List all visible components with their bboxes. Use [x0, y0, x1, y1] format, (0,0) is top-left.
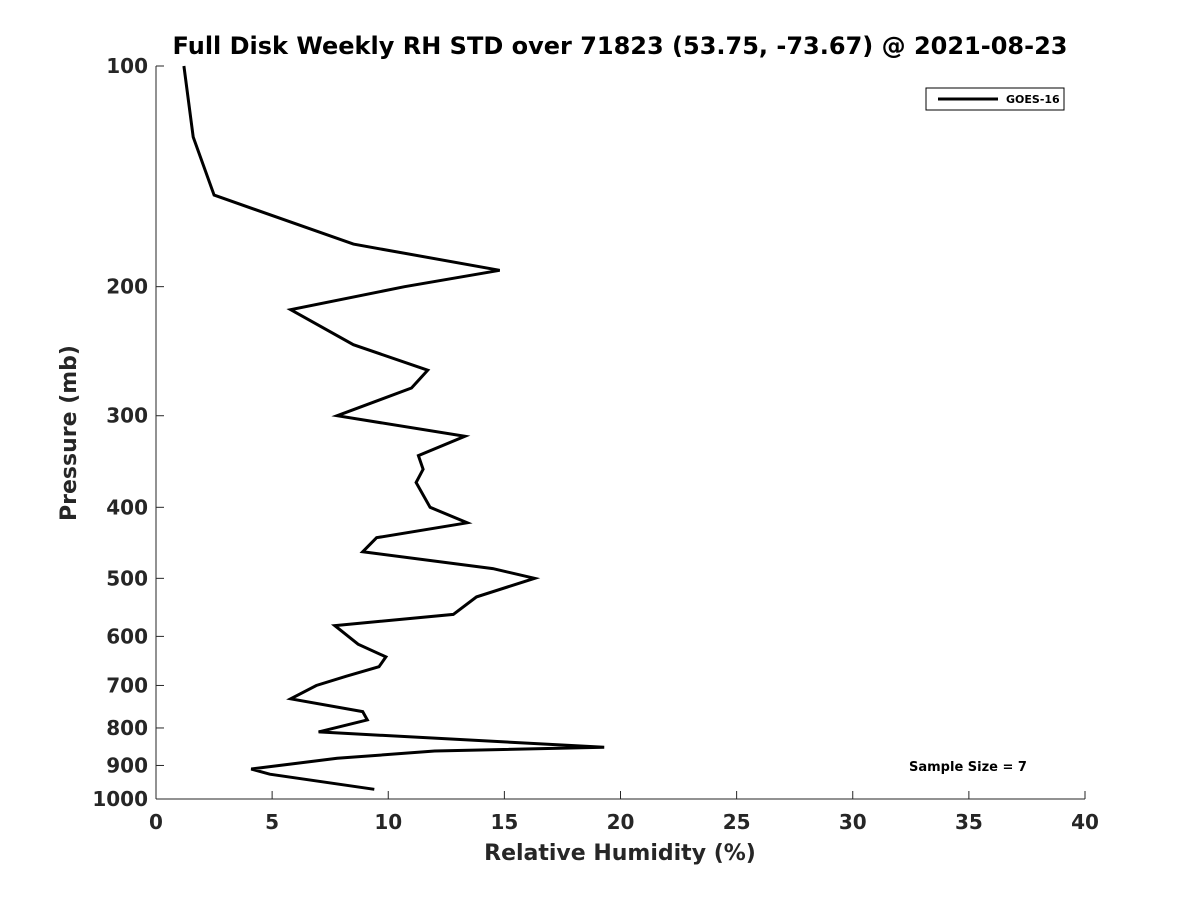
series-line-goes-16 [182, 65, 605, 791]
y-tick-label: 1000 [92, 787, 148, 811]
legend-label-goes-16: GOES-16 [1006, 93, 1060, 106]
y-axis-label: Pressure (mb) [57, 345, 82, 521]
legend: GOES-16 [925, 87, 1065, 111]
y-tick-label: 300 [106, 404, 148, 428]
y-tick-label: 200 [106, 275, 148, 299]
x-tick-label: 25 [723, 810, 751, 834]
x-tick-label: 40 [1071, 810, 1099, 834]
sample-size-annotation: Sample Size = 7 [909, 760, 1027, 775]
y-tick-label: 700 [106, 673, 148, 697]
x-tick-label: 15 [490, 810, 518, 834]
y-tick-label: 800 [106, 716, 148, 740]
y-tick-label: 100 [106, 54, 148, 78]
x-tick-label: 35 [955, 810, 983, 834]
x-axis-label: Relative Humidity (%) [484, 841, 756, 866]
x-tick-label: 20 [607, 810, 635, 834]
x-tick-label: 10 [374, 810, 402, 834]
y-tick-label: 900 [106, 753, 148, 777]
x-tick-label: 5 [265, 810, 279, 834]
x-tick-label: 0 [149, 810, 163, 834]
series-layer [182, 65, 605, 791]
chart-title: Full Disk Weekly RH STD over 71823 (53.7… [173, 32, 1068, 60]
axes: 0 5 10 15 20 25 30 35 40 100 200 300 400 500 600 700 800… [92, 54, 1099, 834]
y-tick-label: 400 [106, 495, 148, 519]
y-tick-label: 600 [106, 624, 148, 648]
x-tick-label: 30 [839, 810, 867, 834]
y-tick-label: 500 [106, 566, 148, 590]
